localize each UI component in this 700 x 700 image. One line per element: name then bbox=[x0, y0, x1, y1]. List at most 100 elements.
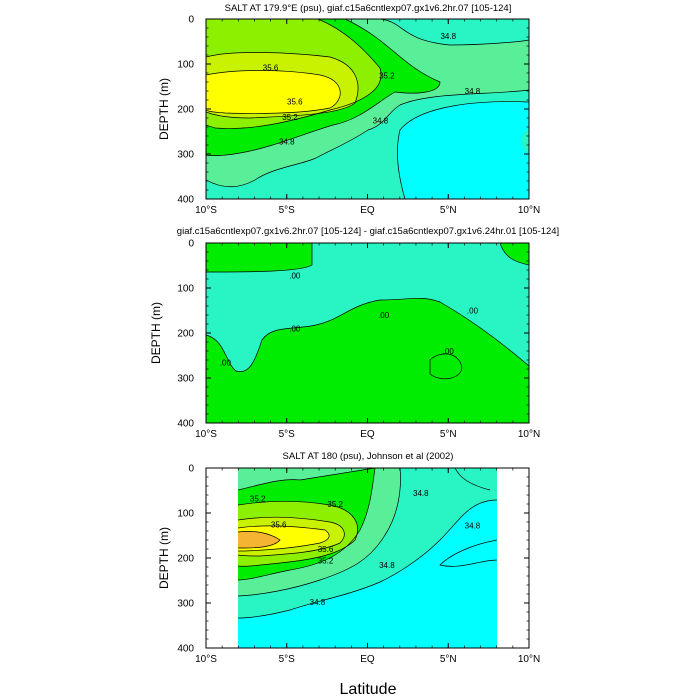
contour-line bbox=[397, 101, 529, 199]
band-negative bbox=[206, 243, 529, 372]
panel-2-axes: DEPTH (m) 10°S 5°S EQ 5°N 10°N 0 100 200 300 400 bbox=[149, 239, 540, 441]
x-tick-label: 10°N bbox=[518, 205, 540, 216]
panel-2-title: giaf.c15a6cntlexp07.gx1v6.2hr.07 [105-12… bbox=[177, 226, 559, 237]
contour-line bbox=[499, 243, 529, 266]
contour-label: .00 bbox=[220, 358, 232, 367]
panel-3-field bbox=[238, 468, 497, 648]
band-35.8 bbox=[206, 70, 341, 114]
y-tick-label: 0 bbox=[188, 464, 194, 475]
x-tick-label: 5°S bbox=[279, 654, 296, 665]
panel-1-contour-labels: 35.6 35.6 35.2 34.8 35.2 34.8 34.8 34.8 bbox=[263, 32, 481, 146]
panel-2-contours bbox=[206, 243, 529, 380]
contour-label: 35.6 bbox=[271, 520, 287, 529]
y-tick-label: 200 bbox=[177, 329, 194, 340]
x-tick-label: 10°S bbox=[195, 429, 217, 440]
contour-line bbox=[238, 500, 358, 567]
panel-2-contour-labels: .00 .00 .00 .00 .00 .00 bbox=[220, 271, 479, 367]
x-tick-label: 5°S bbox=[279, 205, 296, 216]
band-low-east bbox=[397, 101, 529, 199]
band-34.8-edge bbox=[521, 128, 529, 155]
contour-line bbox=[206, 243, 313, 273]
contour-label: 34.8 bbox=[373, 116, 389, 125]
panel-1: SALT AT 179.9°E (psu), giaf.c15a6cntlexp… bbox=[157, 3, 540, 216]
panel-3-ylabel: DEPTH (m) bbox=[157, 527, 171, 589]
panel-2-ylabel: DEPTH (m) bbox=[149, 302, 163, 364]
panel-1-ylabel: DEPTH (m) bbox=[157, 78, 171, 140]
contour-line bbox=[206, 19, 382, 129]
y-tick-label: 400 bbox=[177, 195, 194, 206]
contour-line bbox=[206, 70, 341, 114]
contour-line bbox=[238, 468, 376, 581]
contour-label: .00 bbox=[467, 307, 479, 316]
panel-1-field bbox=[206, 19, 529, 199]
contour-line bbox=[429, 353, 463, 380]
y-tick-label: 200 bbox=[177, 105, 194, 116]
contour-label: 35.6 bbox=[263, 64, 279, 73]
panel-3-contour-labels: 35.2 35.6 35.6 35.2 34.8 35.2 34.8 34.8 34.8 bbox=[250, 489, 481, 607]
contour-label: 34.8 bbox=[310, 598, 326, 607]
band-low-east bbox=[440, 540, 497, 567]
contour-line bbox=[238, 525, 330, 552]
contour-label: 34.8 bbox=[413, 489, 429, 498]
contour-line bbox=[238, 499, 497, 619]
x-tick-label: 5°S bbox=[279, 429, 296, 440]
contour-line bbox=[238, 468, 376, 491]
contour-label: 34.8 bbox=[279, 137, 295, 146]
band-positive-blob bbox=[430, 353, 462, 379]
x-axis-label: Latitude bbox=[340, 681, 397, 698]
y-tick-label: 0 bbox=[188, 15, 194, 26]
contour-line bbox=[439, 539, 497, 567]
panel-2: giaf.c15a6cntlexp07.gx1v6.2hr.07 [105-12… bbox=[149, 226, 559, 440]
contour-label: .00 bbox=[443, 347, 455, 356]
panel-3-axes: DEPTH (m) Latitude 10°S 5°S EQ 5°N 10°N 0 100 2… bbox=[157, 464, 540, 699]
x-tick-label: EQ bbox=[360, 654, 375, 665]
contour-line bbox=[379, 19, 529, 46]
y-tick-label: 400 bbox=[177, 419, 194, 430]
x-tick-label: 5°N bbox=[440, 205, 457, 216]
contour-line bbox=[206, 19, 441, 156]
y-tick-label: 300 bbox=[177, 374, 194, 385]
contour-label: 35.2 bbox=[379, 71, 395, 80]
contour-line bbox=[238, 531, 281, 549]
contour-line bbox=[454, 468, 491, 491]
panel-1-axes: DEPTH (m) 10°S 5°S EQ 5°N 10°N 0 100 200 300 400 bbox=[157, 15, 540, 217]
y-tick-label: 400 bbox=[177, 644, 194, 655]
contour-label: 35.6 bbox=[287, 97, 303, 106]
y-tick-label: 0 bbox=[188, 239, 194, 250]
contour-label: 34.8 bbox=[440, 32, 456, 41]
y-tick-label: 200 bbox=[177, 554, 194, 565]
contour-label: 34.8 bbox=[465, 522, 481, 531]
contour-label: .00 bbox=[378, 311, 390, 320]
y-tick-label: 100 bbox=[177, 509, 194, 520]
contour-line bbox=[206, 89, 529, 188]
contour-line bbox=[206, 52, 359, 119]
contour-label: 34.8 bbox=[379, 561, 395, 570]
x-tick-label: 10°S bbox=[195, 205, 217, 216]
contour-line bbox=[238, 468, 401, 597]
y-tick-label: 300 bbox=[177, 599, 194, 610]
panel-3-contours bbox=[238, 468, 497, 619]
x-tick-label: EQ bbox=[360, 429, 375, 440]
x-tick-label: 10°N bbox=[518, 654, 540, 665]
contour-label: 35.6 bbox=[318, 545, 334, 554]
x-tick-label: 5°N bbox=[440, 429, 457, 440]
band-36.0 bbox=[238, 531, 280, 548]
panel-1-title: SALT AT 179.9°E (psu), giaf.c15a6cntlexp… bbox=[225, 3, 512, 14]
x-tick-label: 10°S bbox=[195, 654, 217, 665]
contour-label: 35.2 bbox=[318, 556, 334, 565]
contour-label: 35.2 bbox=[250, 495, 266, 504]
contour-label: 34.8 bbox=[465, 87, 481, 96]
contour-label: 35.2 bbox=[327, 500, 343, 509]
contour-label: 35.2 bbox=[282, 113, 298, 122]
contour-line bbox=[206, 297, 529, 372]
contour-label: .00 bbox=[289, 325, 301, 334]
contour-label: .00 bbox=[289, 271, 301, 280]
x-tick-label: 10°N bbox=[518, 429, 540, 440]
y-tick-label: 100 bbox=[177, 284, 194, 295]
panel-2-field bbox=[206, 243, 529, 423]
panel-1-contours bbox=[206, 19, 529, 199]
panel-3: SALT AT 180 (psu), Johnson et al (2002) bbox=[157, 451, 540, 698]
y-tick-label: 300 bbox=[177, 150, 194, 161]
contour-line bbox=[238, 516, 345, 557]
